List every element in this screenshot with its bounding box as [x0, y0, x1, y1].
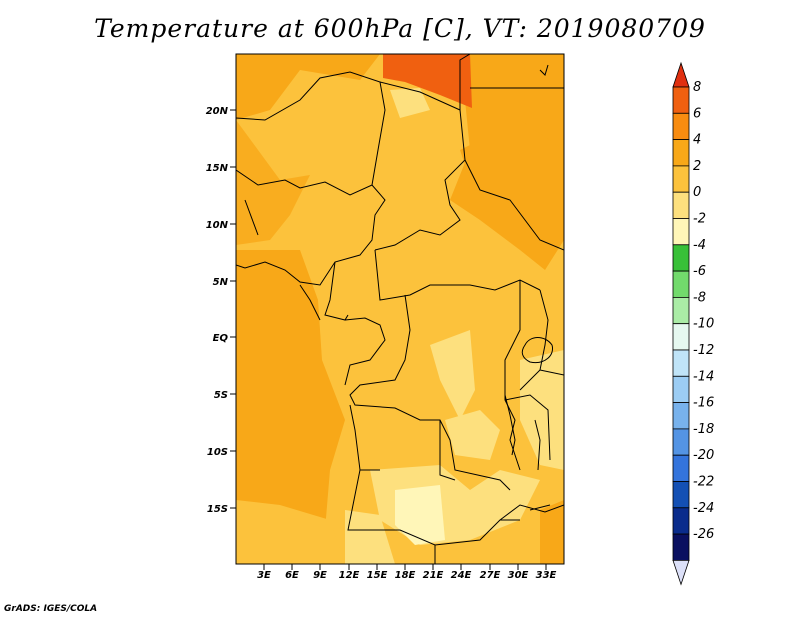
colorbar-swatch	[672, 533, 690, 561]
colorbar-label: 2	[693, 159, 701, 174]
lat-tick-label: 20N	[206, 106, 229, 117]
colorbar-label: -24	[693, 501, 714, 516]
colorbar-label: -2	[693, 212, 706, 227]
colorbar-label: -22	[693, 475, 714, 490]
colorbar-swatch	[672, 428, 690, 456]
grads-credit: GrADS: IGES/COLA	[4, 604, 98, 614]
colorbar: 8 6 4 2 0 -2 -4 -6 -8 -10 -12 -14 -16 -18 -20 -22 -24 -26	[672, 61, 714, 586]
lat-tick-label: 10S	[207, 447, 228, 458]
temperature-field	[236, 54, 564, 564]
lat-tick-label: 10N	[206, 220, 229, 231]
colorbar-label: 8	[693, 80, 701, 95]
colorbar-swatch	[672, 165, 690, 193]
colorbar-label: -12	[693, 343, 714, 358]
lat-tick-label: 5N	[213, 277, 229, 288]
colorbar-label: -4	[693, 238, 706, 253]
colorbar-swatch	[672, 296, 690, 325]
lat-tick-label: 15N	[206, 163, 229, 174]
colorbar-label: -26	[693, 527, 714, 542]
longitude-axis: 3E 6E 9E 12E 15E 18E 21E 24E 27E 30E 33E	[257, 564, 557, 581]
colorbar-swatch	[672, 454, 690, 482]
colorbar-bottom-arrow	[672, 560, 690, 586]
colorbar-label: -16	[693, 396, 714, 411]
colorbar-label: -20	[693, 448, 714, 463]
colorbar-swatch	[672, 112, 690, 141]
colorbar-swatch	[672, 402, 690, 430]
lon-label-27e: 27E	[480, 564, 501, 581]
lat-tick-label: 15S	[207, 504, 228, 515]
colorbar-swatch	[672, 375, 690, 403]
colorbar-label: -8	[693, 290, 706, 305]
colorbar-swatch	[672, 349, 690, 377]
lon-tick-label: 18E	[395, 570, 416, 581]
colorbar-swatch	[672, 507, 690, 535]
lon-label-9e: 9E	[313, 564, 327, 581]
lat-tick-label: 5S	[214, 390, 228, 401]
colorbar-label: -18	[693, 422, 714, 437]
lat-label-eq: EQ	[213, 333, 236, 344]
colorbar-swatch	[672, 323, 690, 351]
lon-label-3e: 3E	[257, 564, 271, 581]
lat-label-5s: 5S	[214, 390, 236, 401]
lon-tick-label: 24E	[451, 570, 472, 581]
latitude-axis: 20N 15N 10N 5N EQ 5S 10S 15S	[206, 106, 236, 515]
lon-tick-label: 6E	[285, 570, 299, 581]
lon-tick-label: 30E	[508, 570, 529, 581]
colorbar-swatch	[672, 270, 690, 298]
colorbar-label: 4	[693, 133, 701, 148]
colorbar-label: -6	[693, 264, 706, 279]
lon-tick-label: 27E	[480, 570, 501, 581]
colorbar-swatch	[672, 481, 690, 509]
colorbar-label: -10	[693, 317, 714, 332]
colorbar-label: -14	[693, 369, 714, 384]
lat-tick-label: EQ	[213, 333, 229, 344]
colorbar-label: 0	[693, 185, 701, 200]
lat-label-10s: 10S	[207, 447, 236, 458]
lon-tick-label: 15E	[367, 570, 388, 581]
lon-label-21e: 21E	[423, 564, 444, 581]
lon-tick-label: 12E	[339, 570, 360, 581]
lat-label-15n: 15N	[206, 163, 236, 174]
colorbar-top-arrow	[672, 61, 690, 88]
country-borders	[236, 54, 564, 564]
colorbar-swatch	[672, 218, 690, 246]
lake-outlines	[504, 64, 554, 511]
colorbar-swatch	[672, 86, 690, 114]
lon-label-18e: 18E	[395, 564, 416, 581]
colorbar-swatch	[672, 139, 690, 167]
map-title: Temperature at 600hPa [C], VT: 201908070…	[94, 14, 706, 43]
lon-tick-label: 33E	[536, 570, 557, 581]
lat-label-5n: 5N	[213, 277, 236, 288]
map-frame	[235, 53, 565, 565]
colorbar-swatch	[672, 191, 690, 219]
lon-label-30e: 30E	[508, 564, 529, 581]
lon-tick-label: 3E	[257, 570, 271, 581]
lon-label-6e: 6E	[285, 564, 299, 581]
colorbar-swatch	[672, 244, 690, 272]
lon-label-33e: 33E	[536, 564, 557, 581]
lat-label-20n: 20N	[206, 106, 236, 117]
lat-label-10n: 10N	[206, 220, 236, 231]
lon-label-24e: 24E	[451, 564, 472, 581]
lon-tick-label: 9E	[313, 570, 327, 581]
lon-label-15e: 15E	[367, 564, 388, 581]
lon-tick-label: 21E	[423, 570, 444, 581]
lat-label-15s: 15S	[207, 504, 236, 515]
lon-label-12e: 12E	[339, 564, 360, 581]
colorbar-label: 6	[693, 106, 701, 121]
